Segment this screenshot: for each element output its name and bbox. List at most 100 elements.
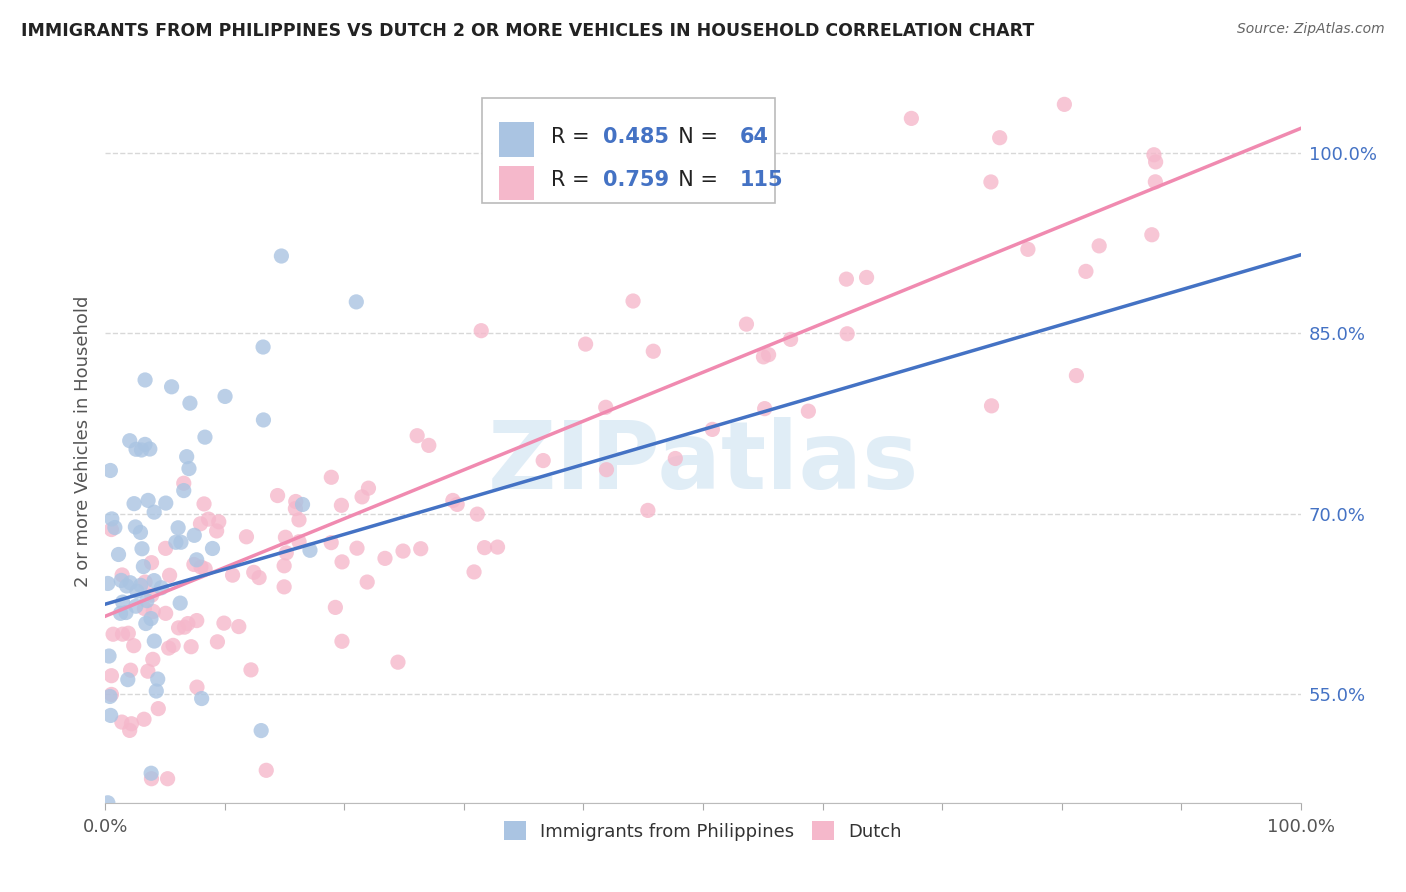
Point [190,560,212,574]
Text: IMMIGRANTS FROM PHILIPPINES VS DUTCH 2 OR MORE VEHICLES IN HOUSEHOLD CORRELATION: IMMIGRANTS FROM PHILIPPINES VS DUTCH 2 O… [21,22,1035,40]
Point [167,521,190,535]
Point [374,551,396,566]
Text: Source: ZipAtlas.com: Source: ZipAtlas.com [1237,22,1385,37]
Point [173,620,195,634]
Point [250,723,273,738]
Point [330,499,353,513]
Point [141,588,163,602]
Point [160,380,183,394]
Point [186,553,208,567]
Point [1074,264,1097,278]
Point [169,596,191,610]
Point [194,430,217,444]
Point [1140,227,1163,242]
Point [131,541,153,556]
Point [135,593,157,607]
Point [150,581,173,595]
Point [117,626,139,640]
Point [142,652,165,666]
Point [141,766,163,780]
Point [122,497,145,511]
Point [118,723,141,738]
Point [100,523,122,537]
Point [134,373,156,387]
Point [273,558,295,573]
Text: 0.485: 0.485 [603,127,669,146]
Point [165,535,187,549]
Point [183,558,205,572]
Point [1017,243,1039,257]
Point [621,293,644,308]
Point [1144,175,1167,189]
Point [352,490,374,504]
Point [167,621,190,635]
Point [110,574,132,588]
Point [197,512,219,526]
Point [145,684,167,698]
Point [100,708,122,723]
Point [125,599,148,614]
Point [135,616,157,631]
Point [124,520,146,534]
Point [980,399,1002,413]
Point [321,470,343,484]
Point [980,175,1002,189]
Point [136,493,159,508]
Point [321,535,343,549]
Point [129,525,152,540]
Text: ZIPatlas: ZIPatlas [488,417,918,509]
Text: N =: N = [665,170,724,190]
Point [100,669,122,683]
Point [735,317,758,331]
Point [344,294,367,309]
Point [118,434,141,448]
Point [276,546,298,560]
Point [100,688,122,702]
Point [595,463,617,477]
Point [134,601,156,615]
Point [193,497,215,511]
Point [125,584,148,599]
Point [122,639,145,653]
Point [1144,155,1167,169]
Point [228,619,250,633]
Text: R =: R = [551,170,596,190]
Point [855,270,877,285]
FancyBboxPatch shape [499,166,534,200]
Point [143,634,166,648]
Point [98,463,121,477]
Point [357,481,380,495]
Point [111,715,134,730]
Point [1088,239,1111,253]
Point [111,568,134,582]
Point [132,559,155,574]
Point [270,249,292,263]
Point [98,690,121,704]
Point [155,496,177,510]
Point [177,616,200,631]
Point [288,534,311,549]
Point [180,640,202,654]
Point [173,483,195,498]
Point [176,450,198,464]
Point [988,130,1011,145]
Point [208,515,231,529]
Point [221,568,243,582]
Point [418,438,440,452]
Point [330,634,353,648]
Point [131,442,153,457]
Point [129,578,152,592]
Point [406,428,429,442]
Point [101,512,124,526]
Point [1066,368,1088,383]
Point [637,503,659,517]
Point [157,641,180,656]
Point [266,489,288,503]
Point [190,516,212,531]
Text: N =: N = [665,127,724,146]
Point [441,493,464,508]
Point [643,344,665,359]
Point [134,574,156,589]
Point [139,442,162,456]
Point [446,497,468,511]
